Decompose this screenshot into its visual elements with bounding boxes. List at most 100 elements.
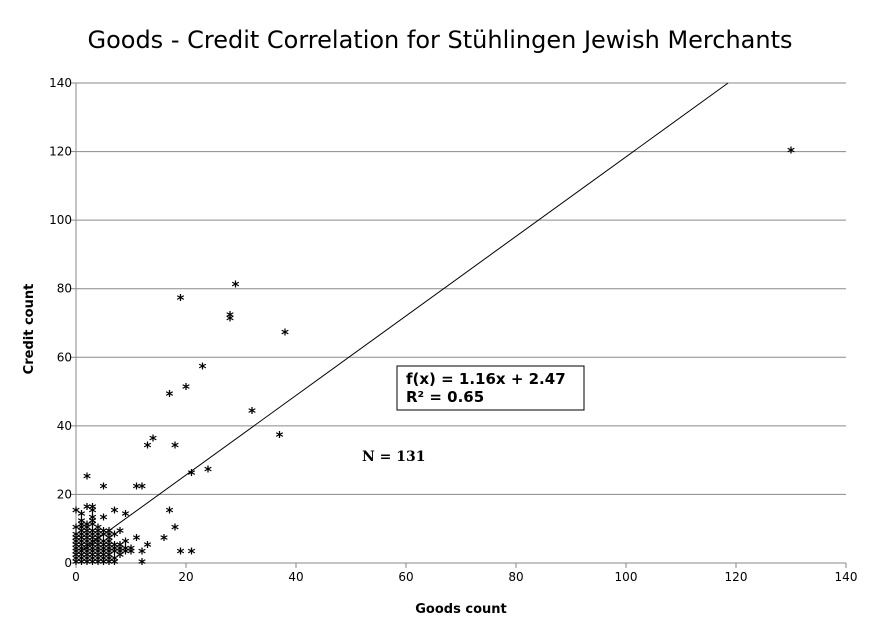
data-point: * bbox=[93, 541, 102, 559]
data-point: * bbox=[137, 545, 146, 563]
chart-title: Goods - Credit Correlation for Stühlinge… bbox=[87, 26, 792, 54]
data-point: * bbox=[225, 312, 234, 330]
data-point: * bbox=[99, 480, 108, 498]
data-point: * bbox=[104, 555, 113, 573]
data-point: * bbox=[203, 462, 212, 480]
data-point: * bbox=[115, 524, 124, 542]
data-point: * bbox=[104, 552, 113, 570]
data-point: * bbox=[99, 555, 108, 573]
x-tick-label: 40 bbox=[288, 570, 303, 584]
data-point: * bbox=[132, 480, 141, 498]
data-point: * bbox=[88, 524, 97, 542]
data-point: * bbox=[82, 528, 91, 546]
data-point: * bbox=[104, 541, 113, 559]
data-point: * bbox=[110, 552, 119, 570]
data-point: * bbox=[77, 552, 86, 570]
data-point: * bbox=[99, 548, 108, 566]
x-tick-label: 100 bbox=[615, 570, 638, 584]
data-point: * bbox=[93, 555, 102, 573]
data-point: * bbox=[115, 545, 124, 563]
data-point: * bbox=[82, 534, 91, 552]
data-point: * bbox=[93, 521, 102, 539]
data-point: * bbox=[82, 517, 91, 535]
data-point: * bbox=[82, 531, 91, 549]
data-point: * bbox=[77, 517, 86, 535]
data-point: * bbox=[104, 545, 113, 563]
data-point: * bbox=[82, 541, 91, 559]
data-point: * bbox=[88, 510, 97, 528]
data-point: * bbox=[165, 387, 174, 405]
data-point: * bbox=[231, 277, 240, 295]
data-point: * bbox=[104, 538, 113, 556]
data-point: * bbox=[104, 528, 113, 546]
equation-box: f(x) = 1.16x + 2.47 R² = 0.65 bbox=[396, 365, 585, 411]
data-point: * bbox=[88, 531, 97, 549]
data-point: * bbox=[99, 545, 108, 563]
data-point: * bbox=[77, 514, 86, 532]
y-tick-label: 0 bbox=[64, 556, 72, 570]
data-point: * bbox=[82, 555, 91, 573]
data-point: * bbox=[104, 548, 113, 566]
data-point: * bbox=[77, 534, 86, 552]
y-tick-label: 120 bbox=[49, 145, 72, 159]
data-point: * bbox=[71, 521, 80, 539]
data-point: * bbox=[71, 534, 80, 552]
data-point: * bbox=[126, 545, 135, 563]
data-point: * bbox=[181, 380, 190, 398]
data-point: * bbox=[115, 548, 124, 566]
data-point: * bbox=[82, 500, 91, 518]
data-point: * bbox=[71, 552, 80, 570]
x-tick-label: 120 bbox=[725, 570, 748, 584]
x-tick-label: 140 bbox=[835, 570, 858, 584]
trendline-equation: f(x) = 1.16x + 2.47 bbox=[406, 370, 566, 388]
data-point: * bbox=[93, 531, 102, 549]
data-point: * bbox=[82, 545, 91, 563]
x-tick-label: 20 bbox=[178, 570, 193, 584]
data-point: * bbox=[104, 524, 113, 542]
data-point: * bbox=[88, 541, 97, 559]
data-point: * bbox=[77, 524, 86, 542]
data-point: * bbox=[77, 507, 86, 525]
data-point: * bbox=[159, 531, 168, 549]
data-point: * bbox=[82, 469, 91, 487]
data-point: * bbox=[104, 534, 113, 552]
y-axis-label: Credit count bbox=[22, 284, 37, 375]
data-point: * bbox=[77, 538, 86, 556]
data-point: * bbox=[121, 534, 130, 552]
y-tick-labels: 0 20 40 60 80 100 120 140 bbox=[49, 76, 72, 570]
data-point: * bbox=[110, 504, 119, 522]
data-point: * bbox=[82, 548, 91, 566]
data-point: * bbox=[143, 538, 152, 556]
data-point: * bbox=[88, 555, 97, 573]
data-point: * bbox=[93, 545, 102, 563]
data-points: ************* ***** ****** * * **** ** *** ** ** *… bbox=[71, 144, 795, 573]
data-point: * bbox=[88, 504, 97, 522]
data-point: * bbox=[137, 555, 146, 573]
data-point: * bbox=[99, 528, 108, 546]
data-point: * bbox=[110, 545, 119, 563]
data-point: * bbox=[115, 541, 124, 559]
data-point: * bbox=[77, 541, 86, 559]
data-point: * bbox=[143, 438, 152, 456]
data-point: * bbox=[187, 466, 196, 484]
data-point: * bbox=[99, 510, 108, 528]
x-tick-label: 60 bbox=[398, 570, 413, 584]
data-point: * bbox=[71, 541, 80, 559]
data-point: * bbox=[176, 291, 185, 309]
data-point: * bbox=[99, 538, 108, 556]
data-point: * bbox=[71, 528, 80, 546]
data-point: * bbox=[93, 524, 102, 542]
data-point: * bbox=[126, 541, 135, 559]
data-point: * bbox=[71, 555, 80, 573]
data-point: * bbox=[110, 541, 119, 559]
data-point: * bbox=[82, 521, 91, 539]
data-point: * bbox=[93, 552, 102, 570]
y-tick-label: 140 bbox=[49, 76, 72, 90]
data-point: * bbox=[104, 531, 113, 549]
data-point: * bbox=[77, 555, 86, 573]
data-point: * bbox=[82, 552, 91, 570]
data-point: * bbox=[132, 531, 141, 549]
data-point: * bbox=[786, 144, 795, 162]
data-point: * bbox=[225, 308, 234, 326]
data-point: * bbox=[71, 545, 80, 563]
